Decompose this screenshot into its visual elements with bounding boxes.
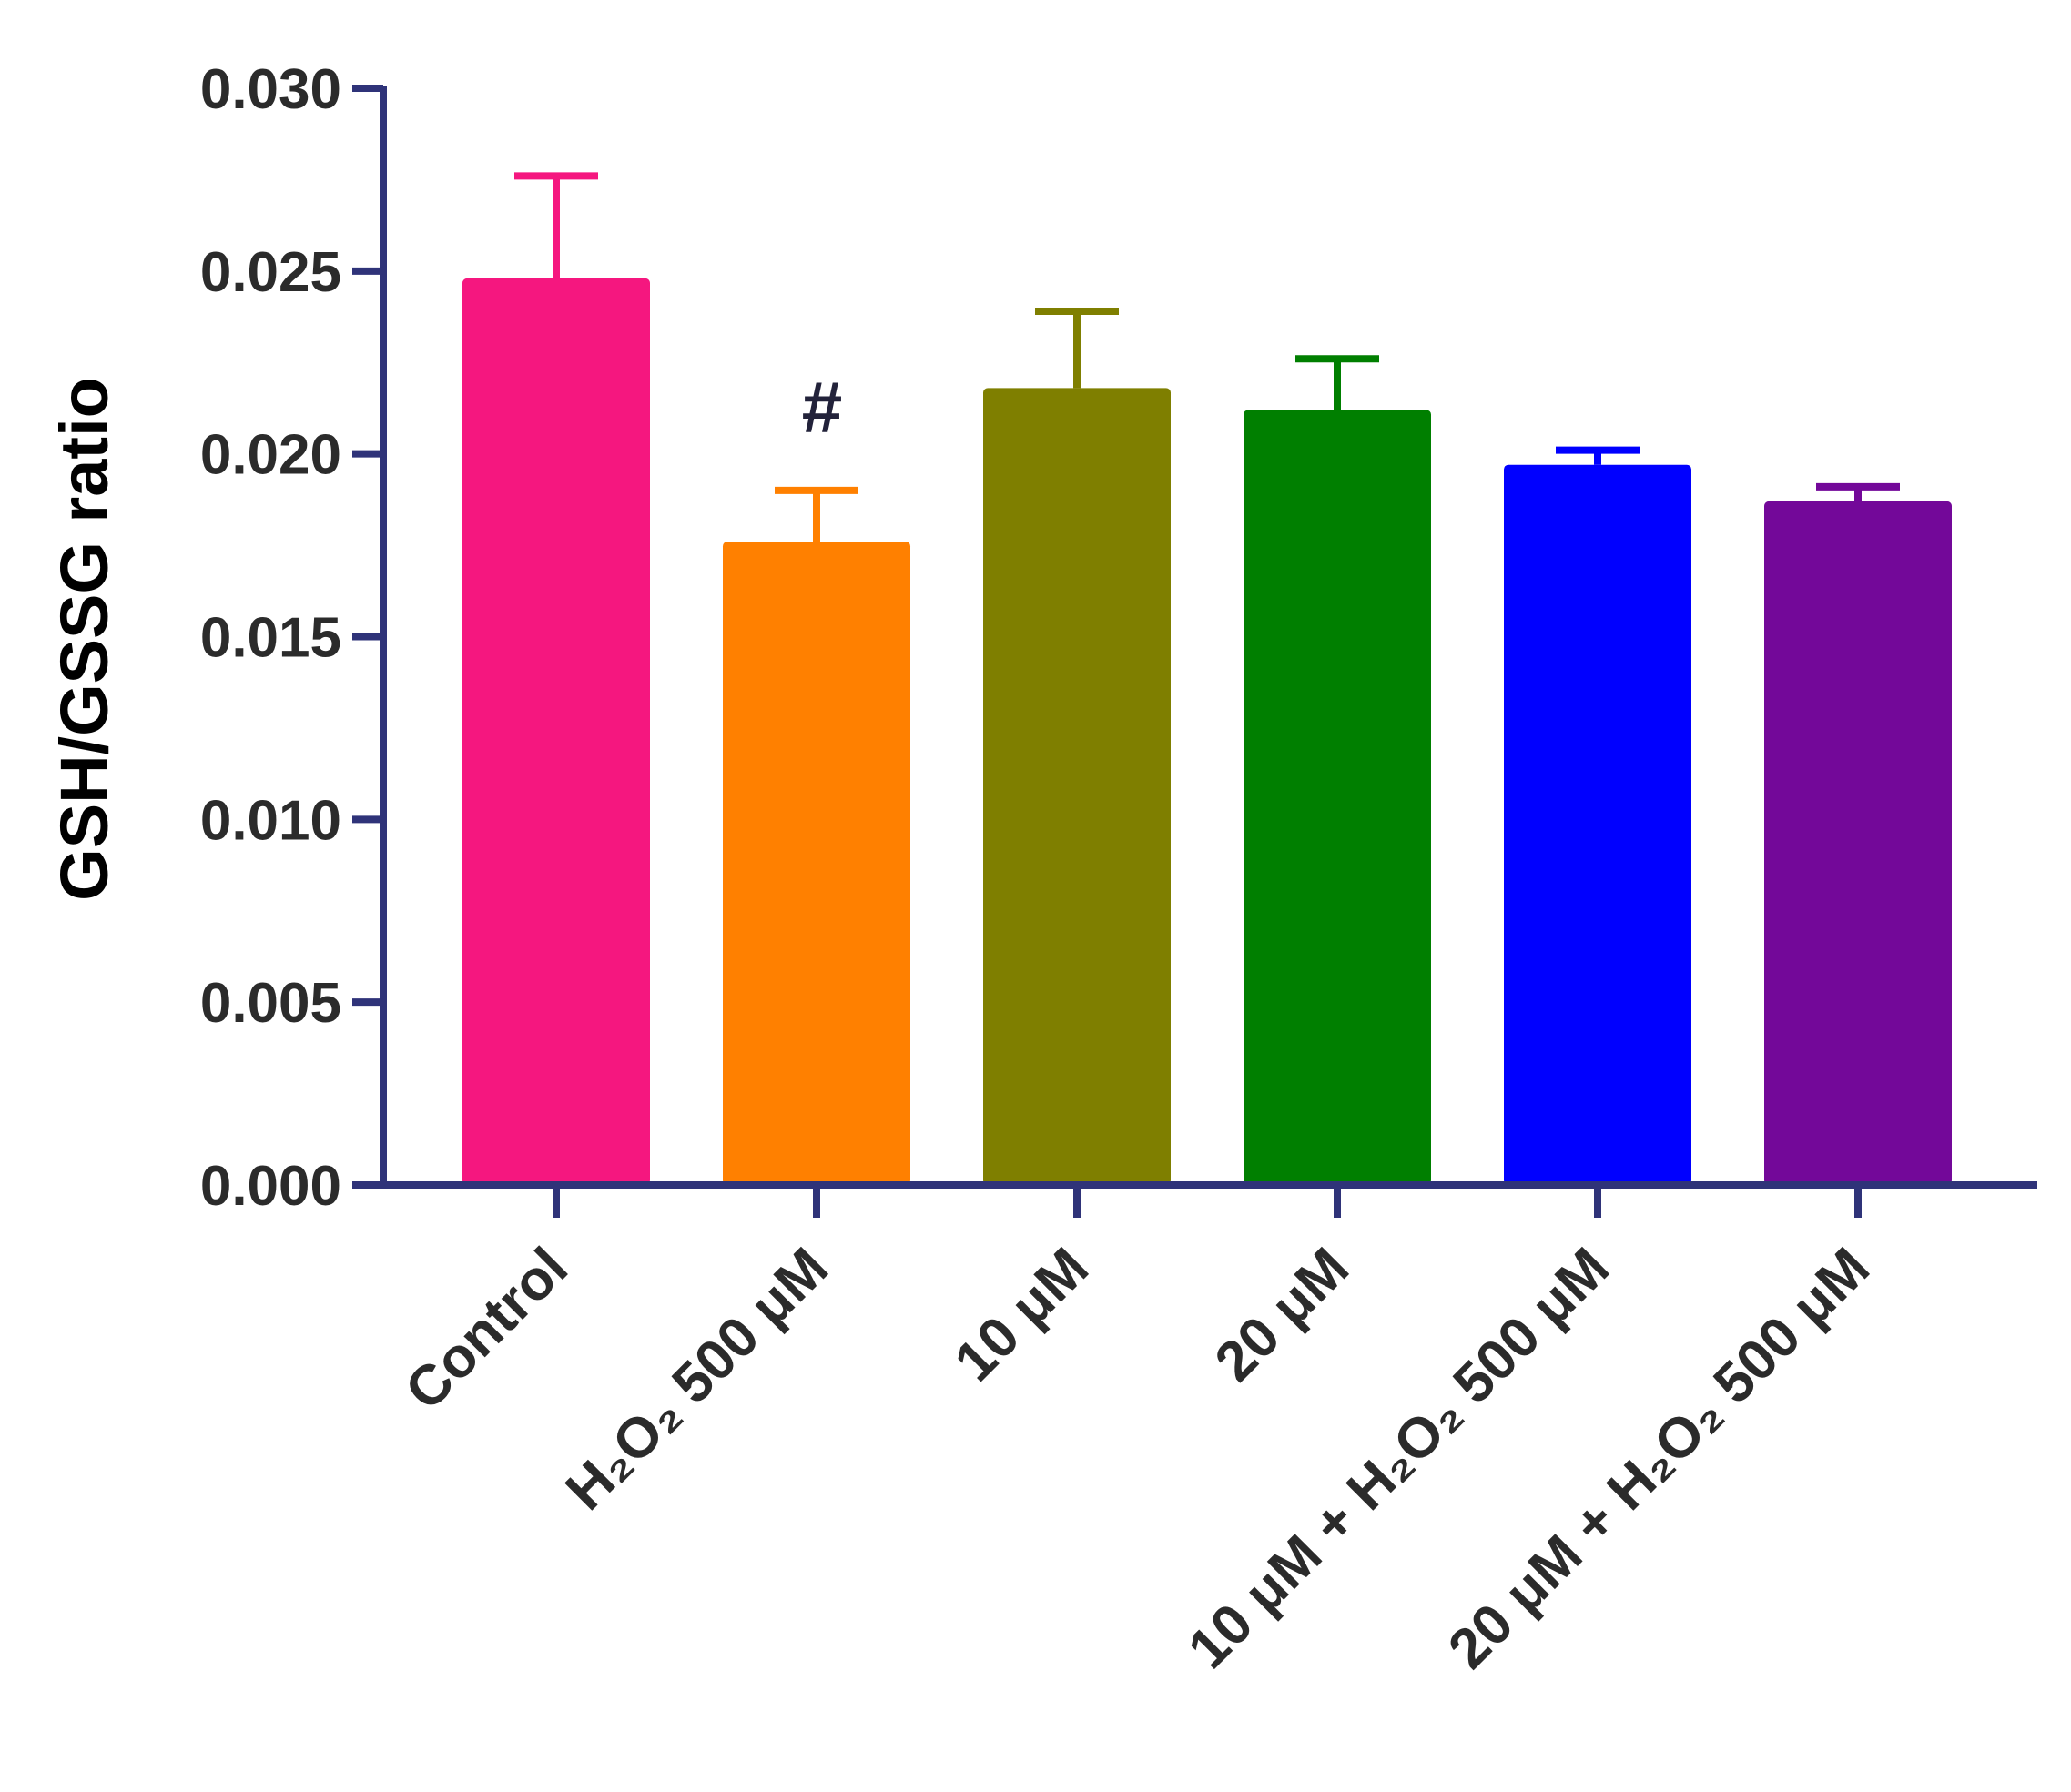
- x-tick-label-2: 10 μM: [943, 1236, 1101, 1393]
- x-tick-label-5: 20 μM + H₂O₂ 500 μM: [1437, 1236, 1882, 1681]
- y-tick-label-6: 0.030: [200, 58, 341, 121]
- y-tick-label-2: 0.010: [200, 789, 341, 852]
- x-tick-label-1: H₂O₂ 500 μM: [554, 1236, 840, 1522]
- bar-2: [983, 388, 1171, 1185]
- bar-1: [723, 542, 910, 1185]
- bars-layer: [462, 278, 1952, 1185]
- x-tick-label-4: 10 μM + H₂O₂ 500 μM: [1176, 1236, 1621, 1681]
- y-tick-label-0: 0.000: [200, 1155, 341, 1218]
- y-tick-label-1: 0.005: [200, 972, 341, 1035]
- x-tick-label-0: Control: [393, 1236, 580, 1422]
- bar-5: [1764, 501, 1952, 1185]
- error-bars-layer: [514, 172, 1900, 542]
- y-tick-label-5: 0.025: [200, 241, 341, 304]
- annotations-layer: #: [802, 367, 843, 448]
- x-tick-label-3: 20 μM: [1203, 1236, 1361, 1393]
- y-axis-title: GSH/GSSG ratio: [46, 377, 122, 901]
- significance-marker-0: #: [802, 367, 843, 448]
- y-tick-label-3: 0.015: [200, 607, 341, 670]
- bar-3: [1244, 410, 1431, 1185]
- bar-4: [1504, 464, 1691, 1185]
- y-tick-label-4: 0.020: [200, 424, 341, 487]
- bar-0: [462, 278, 650, 1185]
- y-axis-ticks: 0.000 0.005 0.010 0.015 0.020 0.025 0.030: [200, 58, 383, 1218]
